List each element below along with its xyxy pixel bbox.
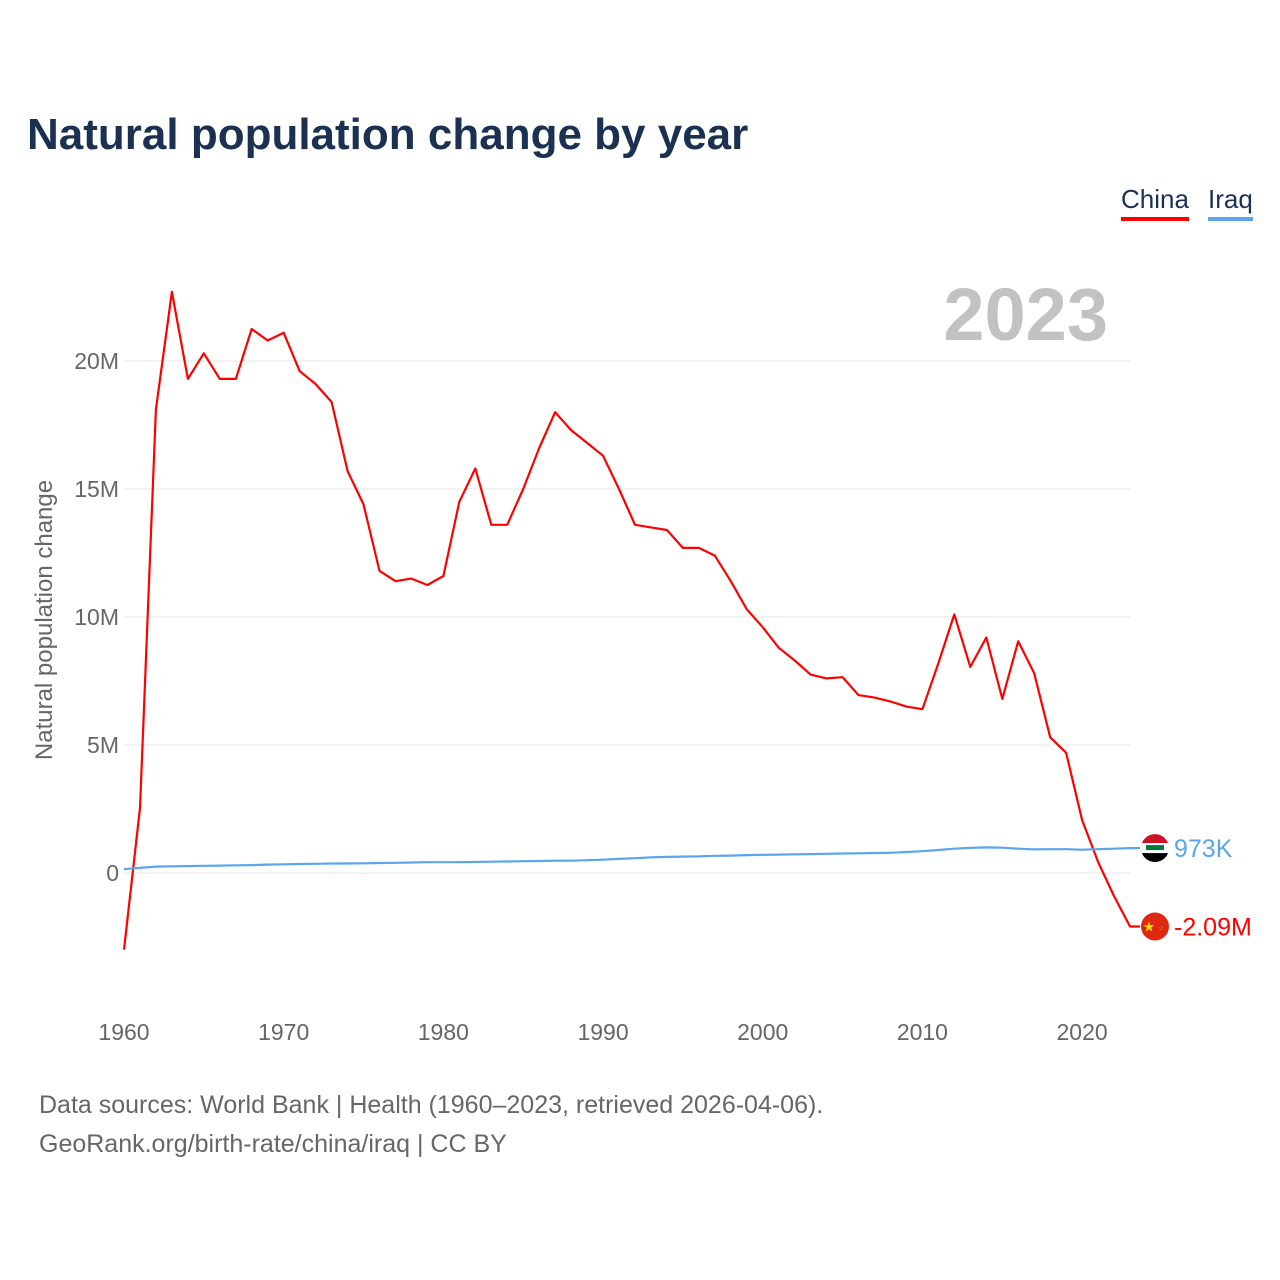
y-tick-label: 10M <box>74 604 119 630</box>
flag-bg <box>1141 912 1169 941</box>
y-tick-label: 20M <box>74 348 119 374</box>
series-line-china <box>122 290 1140 950</box>
footer: Data sources: World Bank | Health (1960–… <box>39 1086 823 1164</box>
x-tick-label: 2020 <box>1057 1019 1108 1045</box>
flag-china-icon: ★ ⁘ <box>1141 912 1169 941</box>
y-tick-label: 15M <box>74 476 119 502</box>
flag-stripe-black <box>1141 853 1169 863</box>
end-label-iraq: 973K <box>1174 835 1233 863</box>
x-tick-label: 1960 <box>98 1019 149 1045</box>
flag-star: ★ <box>1143 919 1156 935</box>
x-tick-label: 2000 <box>737 1019 788 1045</box>
flag-iraq-icon <box>1141 834 1169 863</box>
legend-china[interactable]: China <box>1121 184 1189 221</box>
series-line-iraq <box>123 846 1140 871</box>
footer-sources: Data sources: World Bank | Health (1960–… <box>39 1091 824 1119</box>
x-tick-label: 2010 <box>897 1019 948 1045</box>
y-axis-label: Natural population change <box>31 480 58 760</box>
x-tick-label: 1970 <box>258 1019 309 1045</box>
flag-emblem <box>1146 845 1164 851</box>
end-label-china: -2.09M <box>1174 914 1252 942</box>
x-tick-label: 1990 <box>577 1019 628 1045</box>
year-watermark: 2023 <box>943 273 1108 356</box>
footer-link[interactable]: GeoRank.org/birth-rate/china/iraq | CC B… <box>39 1130 507 1158</box>
chart-title: Natural population change by year <box>27 110 749 159</box>
legend-iraq[interactable]: Iraq <box>1208 184 1253 221</box>
y-tick-label: 5M <box>87 732 119 758</box>
x-tick-label: 1980 <box>418 1019 469 1045</box>
flag-stripe-red <box>1141 834 1169 844</box>
y-tick-label: 0 <box>106 860 119 886</box>
flag-stripes <box>1141 834 1169 863</box>
flag-stars: ⁘ <box>1158 926 1164 933</box>
